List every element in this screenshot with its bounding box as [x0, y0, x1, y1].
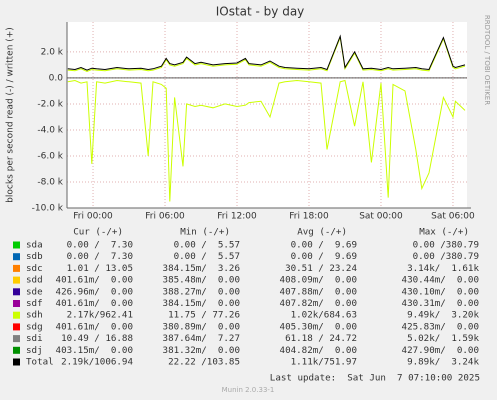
legend-value: 61.18 / 24.72 — [285, 333, 357, 344]
legend-swatch — [13, 335, 20, 343]
legend-swatch — [13, 300, 20, 307]
legend-value: 2.19k/1006.94 — [61, 357, 133, 368]
legend-swatch — [13, 264, 20, 272]
legend-value: 425.83m/ 0.00 — [402, 321, 479, 332]
legend-value: 430.44m/ 0.00 — [402, 275, 479, 286]
legend-label: sdi — [26, 333, 43, 344]
y-tick-label: 2.0 k — [41, 47, 64, 57]
legend-value: 405.30m/ 0.00 — [280, 321, 357, 332]
legend-value: 22.22 /103.85 — [168, 357, 240, 368]
legend-swatch — [13, 358, 20, 366]
legend-value: 9.49k/ 3.20k — [407, 310, 479, 321]
legend-label: sdd — [26, 275, 43, 286]
legend-value: 30.51 / 23.24 — [285, 263, 357, 274]
legend-value: 2.17k/962.41 — [67, 310, 133, 321]
legend-value: 0.00 / 9.69 — [291, 251, 357, 262]
legend-value: 0.00 /380.79 — [413, 240, 479, 251]
legend-value: 403.15m/ 0.00 — [56, 345, 133, 356]
legend-label: sdj — [26, 345, 43, 356]
legend-label: sdc — [26, 263, 43, 274]
legend-label: sda — [26, 240, 43, 251]
footer: Munin 2.0.33-1 — [222, 386, 275, 394]
legend-label: sdf — [26, 298, 43, 309]
legend-label: sde — [26, 286, 43, 297]
legend-label: sdb — [26, 251, 43, 262]
legend-value: 430.10m/ 0.00 — [402, 286, 479, 297]
legend-value: 430.31m/ 0.00 — [402, 298, 479, 309]
legend-value: 1.11k/751.97 — [291, 357, 357, 368]
legend-swatch — [13, 346, 20, 354]
legend-value: 388.27m/ 0.00 — [163, 286, 240, 297]
x-tick-label: Fri 06:00 — [145, 212, 185, 222]
y-tick-label: -2.0 k — [37, 99, 63, 109]
legend-value: 3.14k/ 1.61k — [407, 263, 479, 274]
legend-value: 384.15m/ 3.26 — [163, 263, 240, 274]
legend-value: 385.48m/ 0.00 — [163, 275, 240, 286]
series-line — [67, 34, 466, 71]
legend-value: 0.00 / 9.69 — [291, 240, 357, 251]
y-tick-label: -4.0 k — [37, 125, 63, 135]
y-tick-label: 0.0 — [49, 73, 64, 83]
legend-swatch — [13, 323, 20, 331]
y-tick-label: -10.0 k — [32, 204, 64, 214]
legend-value: 0.00 /380.79 — [413, 251, 479, 262]
x-tick-label: Fri 12:00 — [217, 212, 257, 222]
legend-value: 426.96m/ 0.00 — [56, 286, 133, 297]
legend-value: 5.02k/ 1.59k — [407, 333, 479, 344]
plot-area — [67, 22, 467, 208]
legend-value: 407.88m/ 0.00 — [280, 286, 357, 297]
y-axis-label: blocks per second read (-) / written (+) — [6, 27, 16, 203]
legend-value: 381.32m/ 0.00 — [163, 345, 240, 356]
legend-value: 401.61m/ 0.00 — [56, 321, 133, 332]
column-header: Min (-/+) — [180, 227, 230, 238]
legend-value: 9.89k/ 3.24k — [407, 357, 479, 368]
legend-value: 0.00 / 7.30 — [67, 251, 133, 262]
legend-swatch — [13, 276, 20, 284]
legend-value: 10.49 / 16.88 — [61, 333, 133, 344]
y-tick-label: -8.0 k — [37, 177, 63, 187]
legend-value: 11.75 / 77.26 — [168, 310, 240, 321]
last-update: Last update: Sat Jun 7 07:10:00 2025 — [270, 373, 480, 384]
legend-value: 427.90m/ 0.00 — [402, 345, 479, 356]
y-tick-label: -6.0 k — [37, 151, 63, 161]
legend-value: 404.82m/ 0.00 — [280, 345, 357, 356]
legend-value: 380.89m/ 0.00 — [163, 321, 240, 332]
legend-swatch — [13, 253, 20, 261]
series-line — [67, 35, 466, 72]
legend-value: 1.02k/684.63 — [291, 310, 357, 321]
legend-value: 0.00 / 5.57 — [174, 251, 240, 262]
legend-value: 387.64m/ 7.27 — [163, 333, 240, 344]
x-tick-label: Sat 00:00 — [359, 212, 403, 222]
x-tick-label: Fri 00:00 — [73, 212, 113, 222]
legend-swatch — [13, 241, 20, 249]
series-line — [67, 79, 466, 202]
legend-value: 408.09m/ 0.00 — [280, 275, 357, 286]
legend-swatch — [13, 311, 20, 319]
x-tick-label: Fri 18:00 — [289, 212, 329, 222]
side-label: RRDTOOL / TOBI OETIKER — [483, 15, 491, 105]
legend-value: 0.00 / 5.57 — [174, 240, 240, 251]
legend-label: sdg — [26, 321, 43, 332]
legend-value: 407.82m/ 0.00 — [280, 298, 357, 309]
chart-title: IOstat - by day — [216, 5, 305, 19]
column-header: Max (-/+) — [419, 227, 469, 238]
legend-value: 401.61m/ 0.00 — [56, 298, 133, 309]
column-header: Avg (-/+) — [297, 227, 347, 238]
legend-value: 0.00 / 7.30 — [67, 240, 133, 251]
legend-label: Total — [26, 357, 54, 368]
x-tick-label: Sat 06:00 — [431, 212, 475, 222]
legend-value: 1.01 / 13.05 — [67, 263, 133, 274]
legend-value: 401.61m/ 0.00 — [56, 275, 133, 286]
legend-label: sdh — [26, 310, 43, 321]
legend-swatch — [13, 288, 20, 296]
legend-value: 384.15m/ 0.00 — [163, 298, 240, 309]
column-header: Cur (-/+) — [73, 227, 123, 238]
